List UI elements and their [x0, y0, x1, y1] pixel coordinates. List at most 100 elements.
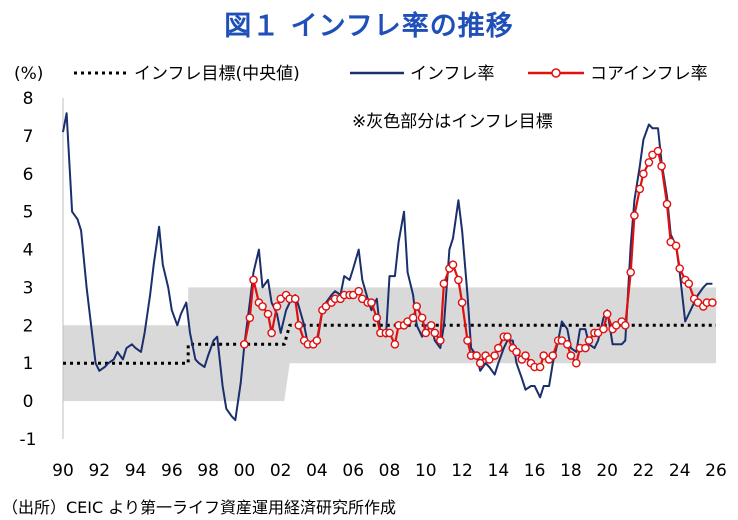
x-tick-label: 12	[451, 461, 473, 481]
core-inflation-point	[258, 302, 267, 311]
y-tick-label: 7	[23, 127, 34, 147]
core-inflation-point	[644, 158, 654, 167]
core-inflation-point	[272, 302, 282, 311]
legend: インフレ目標(中央値) インフレ率 コアインフレ率	[74, 64, 708, 84]
core-inflation-point	[475, 358, 485, 368]
inflation-target-band	[63, 287, 716, 402]
core-inflation-point	[435, 336, 445, 345]
y-tick-label: 1	[23, 354, 34, 374]
core-inflation-point	[599, 324, 608, 334]
core-inflation-point	[675, 264, 685, 273]
y-tick-label: 3	[23, 278, 34, 298]
core-inflation-point	[417, 313, 427, 323]
core-inflation-point	[671, 241, 681, 251]
core-inflation-point	[472, 351, 481, 360]
y-tick-label: 8	[23, 89, 34, 109]
core-inflation-point	[263, 309, 273, 319]
core-inflation-point	[639, 169, 648, 179]
y-tick-label: 2	[23, 316, 34, 336]
core-inflation-point	[367, 298, 376, 307]
x-tick-label: 16	[524, 461, 546, 481]
x-tick-label: 96	[161, 461, 183, 481]
x-axis-ticks: 90 92 94 96 98 00 02 04 06 08 10 12 14 16 18 20 22 24 26	[52, 461, 727, 481]
legend-target-label: インフレ目標(中央値)	[134, 64, 300, 84]
core-inflation-point	[439, 279, 449, 289]
chart-title: 図１ インフレ率の推移	[224, 11, 514, 42]
y-tick-label: 4	[23, 241, 34, 261]
core-inflation-point	[493, 343, 503, 353]
core-inflation-point	[684, 279, 694, 289]
x-tick-label: 98	[197, 461, 219, 481]
core-inflation-point	[521, 351, 530, 360]
x-tick-label: 90	[52, 461, 74, 481]
x-tick-label: 02	[270, 461, 292, 481]
core-inflation-point	[421, 328, 431, 338]
x-tick-label: 10	[415, 461, 437, 481]
core-inflation-point	[249, 275, 258, 285]
core-inflation-point	[454, 275, 463, 285]
core-inflation-point	[548, 351, 558, 360]
core-inflation-point	[448, 260, 458, 270]
x-tick-label: 06	[342, 461, 364, 481]
target-median-line	[63, 323, 716, 365]
core-inflation-point	[657, 161, 666, 171]
legend-core-marker	[551, 68, 561, 78]
x-tick-label: 26	[705, 461, 727, 481]
y-axis-ticks: -1 0 1 2 3 4 5 6 7 8	[20, 89, 37, 450]
y-tick-label: 6	[23, 165, 34, 185]
core-inflation-point	[621, 320, 630, 330]
core-inflation-point	[294, 320, 304, 330]
core-inflation-point	[635, 184, 645, 194]
core-inflation-point	[457, 298, 467, 307]
core-inflation-point	[563, 339, 572, 349]
core-inflation-point	[535, 362, 545, 372]
x-tick-label: 92	[88, 461, 110, 481]
core-inflation-point	[581, 343, 590, 353]
x-tick-label: 14	[488, 461, 510, 481]
core-inflation-point	[245, 313, 255, 323]
core-inflation-point	[412, 302, 422, 311]
core-inflation-point	[512, 347, 521, 357]
series-layer	[62, 112, 717, 422]
x-tick-label: 20	[596, 461, 618, 481]
x-tick-label: 22	[633, 461, 655, 481]
core-inflation-point	[372, 313, 382, 323]
core-inflation-point	[267, 328, 276, 338]
core-inflation-point	[503, 332, 512, 342]
core-inflation-point	[584, 336, 594, 345]
core-inflation-point	[630, 211, 639, 220]
core-inflation-point	[312, 336, 322, 345]
core-inflation-point	[626, 267, 636, 277]
source-note: （出所）CEIC より第一ライフ資産運用経済研究所作成	[2, 498, 396, 517]
x-tick-label: 18	[560, 461, 582, 481]
x-tick-label: 00	[234, 461, 256, 481]
target-band-note: ※灰色部分はインフレ目標	[352, 112, 553, 132]
inflation-chart: (%) インフレ目標(中央値) インフレ率 コアインフレ率 -101234567…	[14, 64, 727, 481]
core-inflation-point	[653, 146, 663, 156]
y-tick-label: 0	[23, 392, 34, 412]
core-inflation-point	[430, 328, 440, 338]
y-tick-label: 5	[23, 203, 34, 223]
x-tick-label: 08	[379, 461, 401, 481]
core-inflation-point	[290, 294, 300, 304]
core-inflation-point	[408, 313, 418, 323]
legend-inflation-label: インフレ率	[410, 64, 495, 84]
core-inflation-point	[354, 286, 364, 296]
y-tick-label: -1	[20, 430, 37, 450]
core-inflation-point	[463, 336, 472, 345]
core-inflation-point	[426, 320, 436, 330]
core-inflation-point	[572, 358, 581, 368]
y-axis-unit-label: (%)	[14, 64, 43, 84]
x-tick-label: 04	[306, 461, 328, 481]
core-inflation-point	[240, 339, 249, 349]
core-inflation-point	[602, 309, 612, 319]
core-inflation-point	[566, 351, 576, 360]
core-inflation-point	[708, 298, 717, 307]
x-tick-label: 94	[125, 461, 147, 481]
core-inflation-point	[662, 199, 672, 209]
legend-core-label: コアインフレ率	[590, 64, 708, 84]
core-inflation-point	[490, 351, 500, 360]
core-inflation-point	[390, 339, 400, 349]
x-tick-label: 24	[669, 461, 691, 481]
core-inflation-point	[385, 328, 394, 338]
